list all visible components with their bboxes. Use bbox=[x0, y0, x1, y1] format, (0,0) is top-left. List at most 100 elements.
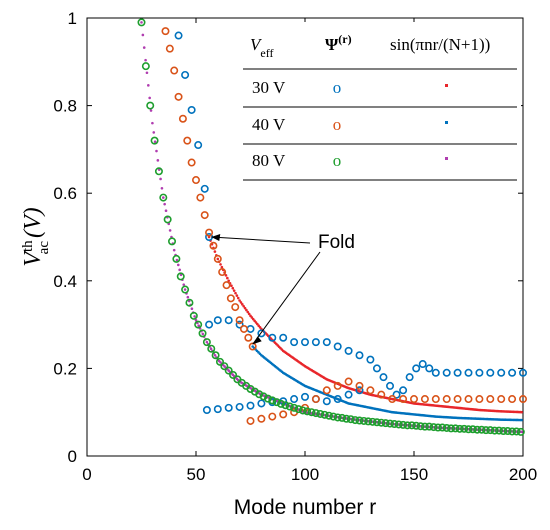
data-point-1 bbox=[279, 410, 288, 419]
data-point-2 bbox=[194, 320, 203, 329]
data-point-2 bbox=[268, 396, 277, 405]
data-point-1 bbox=[218, 268, 227, 277]
data-point-2 bbox=[298, 406, 307, 415]
data-point-1 bbox=[192, 176, 201, 185]
sine-dot bbox=[164, 209, 168, 213]
data-point-1 bbox=[333, 381, 342, 390]
data-point-0 bbox=[355, 351, 364, 360]
fold-annotation: Fold bbox=[211, 232, 355, 345]
fold-arrowhead-2 bbox=[252, 336, 262, 345]
data-point-0 bbox=[224, 316, 233, 325]
data-point-2 bbox=[442, 423, 451, 432]
data-point-2 bbox=[516, 427, 525, 436]
data-point-1 bbox=[200, 211, 209, 220]
data-point-2 bbox=[468, 425, 477, 434]
sine-dot bbox=[520, 418, 523, 422]
data-point-2 bbox=[150, 136, 159, 145]
sine-dot bbox=[239, 301, 243, 304]
data-point-2 bbox=[407, 421, 416, 430]
sine-dot bbox=[235, 294, 239, 297]
data-point-2 bbox=[390, 420, 399, 429]
y-label-text: Vthac (V) bbox=[20, 207, 52, 266]
data-point-1 bbox=[518, 395, 527, 404]
data-point-2 bbox=[176, 272, 185, 281]
data-point-2 bbox=[202, 338, 211, 347]
data-point-0 bbox=[300, 392, 309, 401]
sine-dot bbox=[216, 257, 220, 261]
data-point-2 bbox=[412, 421, 421, 430]
data-point-0 bbox=[475, 368, 484, 377]
sine-dot bbox=[234, 291, 237, 295]
data-point-0 bbox=[399, 386, 408, 395]
sine-dot bbox=[159, 177, 162, 181]
data-points bbox=[137, 18, 527, 436]
data-point-0 bbox=[322, 397, 331, 406]
data-point-2 bbox=[512, 427, 521, 436]
data-point-2 bbox=[263, 394, 272, 403]
sine-dot bbox=[147, 84, 150, 87]
data-point-2 bbox=[277, 399, 286, 408]
data-point-0 bbox=[431, 368, 440, 377]
data-point-1 bbox=[187, 158, 196, 167]
sine-dot bbox=[224, 274, 228, 277]
data-point-0 bbox=[279, 333, 288, 342]
data-point-2 bbox=[220, 362, 229, 371]
y-tick-label: 0.2 bbox=[53, 359, 77, 378]
data-point-0 bbox=[290, 395, 299, 404]
data-point-1 bbox=[196, 193, 205, 202]
data-point-0 bbox=[257, 329, 266, 338]
sine-dot bbox=[247, 312, 251, 316]
legend-header-sin: sin(πnr/(N+1)) bbox=[390, 35, 490, 54]
y-axis-label: Vthac (V) bbox=[20, 207, 52, 266]
data-point-0 bbox=[268, 333, 277, 342]
sine-curve-0 bbox=[207, 235, 523, 414]
data-point-0 bbox=[518, 368, 527, 377]
data-point-2 bbox=[307, 408, 316, 417]
sine-dot bbox=[213, 353, 217, 357]
data-point-2 bbox=[490, 426, 499, 435]
data-point-1 bbox=[183, 136, 192, 145]
data-point-2 bbox=[359, 416, 368, 425]
data-point-2 bbox=[311, 409, 320, 418]
data-point-2 bbox=[137, 18, 146, 27]
data-point-2 bbox=[294, 405, 303, 414]
data-point-2 bbox=[464, 425, 473, 434]
y-label-sub: ac bbox=[36, 241, 52, 255]
data-point-2 bbox=[447, 424, 456, 433]
data-point-0 bbox=[187, 105, 196, 114]
data-point-0 bbox=[497, 368, 506, 377]
sine-dot bbox=[190, 307, 194, 311]
data-point-2 bbox=[189, 311, 198, 320]
y-axis-ticks: 0 0.2 0.4 0.6 0.8 1 bbox=[53, 9, 523, 466]
sine-dot bbox=[219, 263, 222, 266]
sine-dot bbox=[232, 289, 236, 292]
data-point-0 bbox=[235, 402, 244, 411]
sine-dot bbox=[230, 284, 233, 288]
data-point-2 bbox=[303, 407, 312, 416]
data-point-0 bbox=[181, 70, 190, 79]
data-point-2 bbox=[381, 419, 390, 428]
data-point-1 bbox=[453, 395, 462, 404]
data-point-2 bbox=[163, 215, 172, 224]
sine-dot bbox=[242, 304, 245, 308]
sine-dot bbox=[193, 315, 196, 318]
sine-dot bbox=[209, 347, 213, 350]
data-point-2 bbox=[259, 392, 268, 401]
data-point-0 bbox=[486, 368, 495, 377]
sine-dot bbox=[160, 186, 164, 190]
data-point-0 bbox=[257, 399, 266, 408]
sine-dot bbox=[243, 306, 247, 310]
sine-dot bbox=[141, 33, 145, 37]
data-point-2 bbox=[372, 418, 381, 427]
data-point-1 bbox=[268, 412, 277, 421]
data-point-2 bbox=[425, 422, 434, 431]
data-point-2 bbox=[207, 344, 216, 353]
sine-dot bbox=[155, 149, 158, 153]
sine-dot bbox=[227, 279, 230, 283]
data-point-2 bbox=[159, 193, 168, 202]
data-point-0 bbox=[418, 360, 427, 369]
legend-header-psi-sup: (r) bbox=[338, 32, 351, 46]
data-point-2 bbox=[324, 411, 333, 420]
y-label-main: Vthac (V) bbox=[20, 207, 52, 266]
